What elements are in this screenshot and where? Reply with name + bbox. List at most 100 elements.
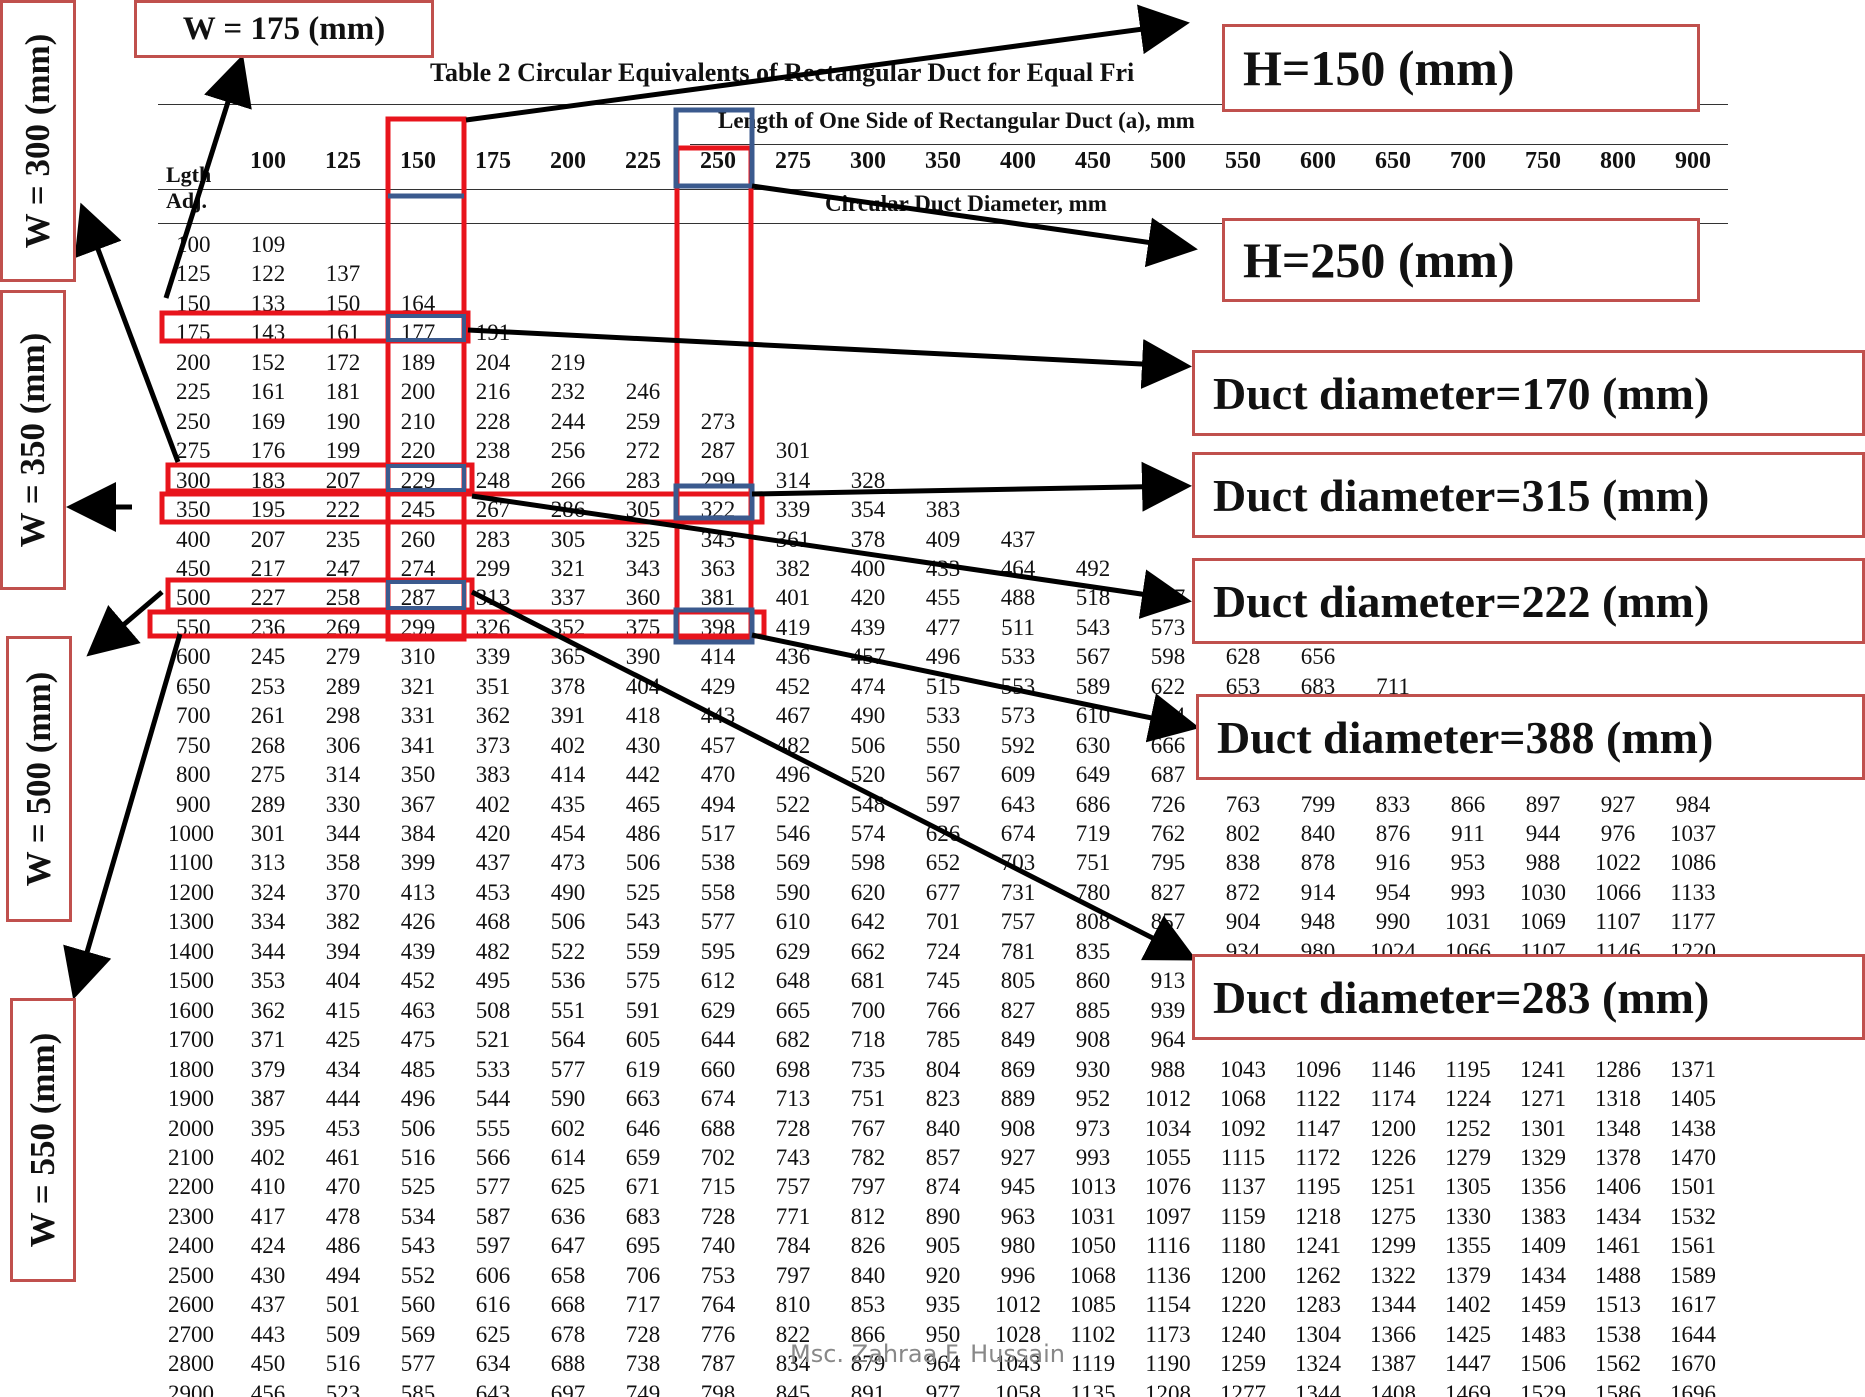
row-label: 1900 [168, 1086, 214, 1112]
table-cell: 1344 [1295, 1380, 1341, 1397]
table-cell: 810 [775, 1292, 811, 1318]
table-cell: 470 [700, 762, 736, 788]
table-cell: 467 [775, 703, 811, 729]
table-cell: 1561 [1670, 1233, 1716, 1259]
table-cell: 339 [475, 644, 511, 670]
table-cell: 585 [400, 1380, 436, 1397]
table-cell: 1425 [1445, 1321, 1491, 1347]
table-cell: 228 [475, 408, 511, 434]
highlight-row-350 [159, 491, 765, 525]
table-cell: 1050 [1070, 1233, 1116, 1259]
table-cell: 482 [475, 938, 511, 964]
table-cell: 1283 [1295, 1292, 1341, 1318]
row-label: 2300 [168, 1203, 214, 1229]
table-cell: 1447 [1445, 1351, 1491, 1377]
table-cell: 713 [775, 1086, 811, 1112]
table-cell: 417 [250, 1203, 286, 1229]
label-w500: W = 500 (mm) [6, 636, 72, 922]
label-w300-text: W = 300 (mm) [18, 33, 57, 249]
table-cell: 363 [700, 555, 736, 581]
table-cell: 838 [1225, 850, 1261, 876]
table-cell: 1208 [1145, 1380, 1191, 1397]
table-cell: 496 [925, 644, 961, 670]
table-cell: 674 [1000, 821, 1036, 846]
table-cell: 740 [700, 1233, 736, 1259]
table-cell: 1135 [1070, 1380, 1116, 1397]
row-label: 2800 [168, 1351, 214, 1377]
table-cell: 695 [625, 1233, 661, 1259]
table-cell: 785 [925, 1027, 961, 1053]
table-cell: 402 [475, 791, 511, 817]
table-cell: 490 [550, 879, 586, 905]
table-cell: 122 [250, 261, 286, 287]
table-cell: 630 [1075, 732, 1111, 758]
table-cell: 1275 [1370, 1203, 1416, 1229]
table-cell: 700 [850, 997, 886, 1023]
table-cell: 1115 [1220, 1144, 1266, 1170]
table-cell: 1012 [995, 1292, 1041, 1318]
table-cell: 1299 [1370, 1233, 1416, 1259]
table-cell: 235 [325, 526, 361, 552]
table-cell: 869 [1000, 1056, 1036, 1082]
table-cell: 913 [1150, 968, 1186, 994]
row-label: 200 [176, 349, 211, 375]
table-cell: 473 [550, 850, 586, 876]
table-cell: 468 [475, 909, 511, 935]
table-cell: 743 [775, 1144, 811, 1170]
table-cell: 444 [325, 1086, 361, 1112]
table-cell: 1058 [995, 1380, 1041, 1397]
table-cell: 414 [700, 644, 736, 670]
table-cell: 660 [700, 1056, 736, 1082]
table-cell: 450 [250, 1351, 286, 1377]
table-cell: 1356 [1520, 1174, 1566, 1200]
table-cell: 677 [925, 879, 961, 905]
table-cell: 629 [775, 938, 811, 964]
table-cell: 373 [475, 732, 511, 758]
column-header: 800 [1600, 148, 1636, 174]
table-cell: 590 [550, 1086, 586, 1112]
table-cell: 525 [400, 1174, 436, 1200]
table-cell: 763 [1225, 791, 1261, 817]
table-cell: 687 [1150, 762, 1186, 788]
table-cell: 494 [325, 1262, 361, 1288]
table-cell: 718 [850, 1027, 886, 1053]
table-cell: 555 [475, 1115, 511, 1141]
row-label: 2200 [168, 1174, 214, 1200]
table-cell: 435 [550, 791, 586, 817]
table-rule-under-header [158, 189, 1728, 190]
table-cell: 410 [250, 1174, 286, 1200]
table-cell: 1562 [1595, 1351, 1641, 1377]
watermark: Msc. Zahraa F. Hussain [790, 1340, 1065, 1368]
column-header: 550 [1225, 148, 1261, 174]
column-header: 350 [925, 148, 961, 174]
table-cell: 649 [1075, 762, 1111, 788]
table-cell: 409 [925, 526, 961, 552]
column-header: 125 [325, 148, 361, 174]
highlight-row-550 [147, 609, 767, 639]
table-cell: 574 [850, 821, 886, 846]
table-cell: 217 [250, 555, 286, 581]
table-cell: 1506 [1520, 1351, 1566, 1377]
table-cell: 1461 [1595, 1233, 1641, 1259]
table-cell: 945 [1000, 1174, 1036, 1200]
table-cell: 522 [550, 938, 586, 964]
table-cell: 914 [1300, 879, 1336, 905]
table-cell: 644 [700, 1027, 736, 1053]
table-cell: 658 [550, 1262, 586, 1288]
row-label: 2100 [168, 1144, 214, 1170]
table-cell: 426 [400, 909, 436, 935]
table-cell: 993 [1075, 1144, 1111, 1170]
arrow-to-w175 [163, 54, 252, 299]
table-cell: 1501 [1670, 1174, 1716, 1200]
table-cell: 577 [550, 1056, 586, 1082]
table-cell: 595 [700, 938, 736, 964]
table-cell: 523 [325, 1380, 361, 1397]
table-cell: 1159 [1220, 1203, 1266, 1229]
table-cell: 1408 [1370, 1380, 1416, 1397]
row-label: 1800 [168, 1056, 214, 1082]
table-cell: 1251 [1370, 1174, 1416, 1200]
column-header: 150 [400, 148, 436, 174]
arrow-to-d315 [751, 461, 1192, 512]
table-cell: 767 [850, 1115, 886, 1141]
